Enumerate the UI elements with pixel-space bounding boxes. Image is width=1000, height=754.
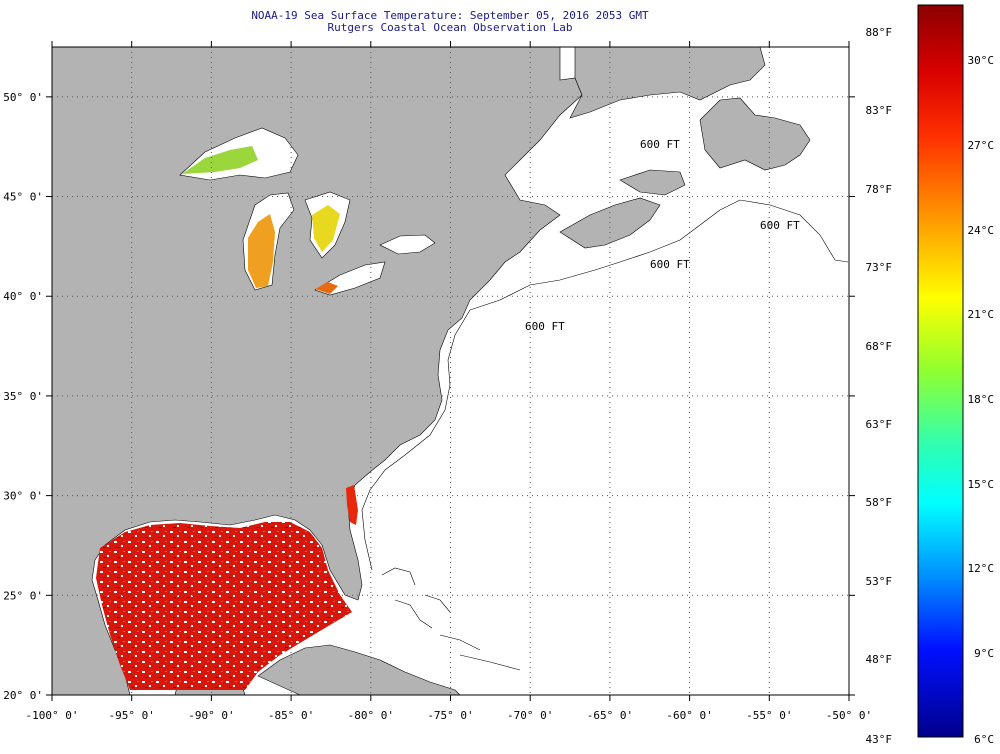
- fahrenheit-label: 73°F: [866, 261, 893, 274]
- lon-tick-label: -80° 0': [348, 709, 394, 722]
- lake-erie-sst: [315, 282, 338, 294]
- gulf-of-mexico-sst: [96, 522, 352, 690]
- lon-tick-label: -65° 0': [587, 709, 633, 722]
- lon-tick-label: -75° 0': [427, 709, 473, 722]
- lon-tick-label: -100° 0': [26, 709, 79, 722]
- lat-tick-label: 40° 0': [3, 290, 43, 303]
- contour-label: 600 FT: [525, 320, 565, 333]
- contour-label: 600 FT: [650, 258, 690, 271]
- fahrenheit-label: 68°F: [866, 340, 893, 353]
- celsius-label: 27°C: [968, 139, 995, 152]
- longitude-labels: -100° 0' -95° 0' -90° 0' -85° 0' -80° 0' -75°…: [26, 709, 873, 722]
- lat-tick-label: 20° 0': [3, 689, 43, 702]
- celsius-label: 15°C: [968, 478, 995, 491]
- fahrenheit-label: 53°F: [866, 575, 893, 588]
- contour-label: 600 FT: [760, 219, 800, 232]
- map-title: NOAA-19 Sea Surface Temperature: Septemb…: [251, 9, 649, 22]
- fahrenheit-label: 43°F: [866, 733, 893, 746]
- fahrenheit-label: 58°F: [866, 496, 893, 509]
- celsius-label: 6°C: [974, 733, 994, 746]
- lon-tick-label: -60° 0': [666, 709, 712, 722]
- celsius-label: 30°C: [968, 54, 995, 67]
- land-pei: [619, 169, 686, 196]
- lat-tick-label: 25° 0': [3, 589, 43, 602]
- lat-tick-label: 35° 0': [3, 390, 43, 403]
- lake-michigan-sst: [248, 214, 275, 288]
- graticule: [52, 47, 849, 695]
- sst-map: 600 FT 600 FT 600 FT 600 FT -100° 0' -95°…: [3, 41, 873, 722]
- celsius-label: 21°C: [968, 308, 995, 321]
- lake-superior-sst: [182, 146, 258, 174]
- color-scale-bar: [917, 4, 964, 738]
- color-scale: 88°F 83°F 78°F 73°F 68°F 63°F 58°F 53°F 48°F 43°F…: [866, 4, 995, 746]
- lat-tick-label: 30° 0': [3, 490, 43, 503]
- lake-huron-sst: [312, 205, 340, 252]
- lon-tick-label: -70° 0': [507, 709, 553, 722]
- lon-tick-label: -55° 0': [746, 709, 792, 722]
- lake-ontario: [379, 234, 436, 255]
- latitude-labels: 20° 0' 25° 0' 30° 0' 35° 0' 40° 0' 45° 0' 50° …: [3, 91, 43, 702]
- celsius-label: 9°C: [974, 647, 994, 660]
- florida-east-coast-sst: [346, 485, 358, 525]
- celsius-labels: 30°C 27°C 24°C 21°C 18°C 15°C 12°C 9°C 6°C: [968, 54, 995, 746]
- celsius-label: 24°C: [968, 224, 995, 237]
- lon-tick-label: -50° 0': [826, 709, 872, 722]
- lon-tick-label: -85° 0': [268, 709, 314, 722]
- celsius-label: 18°C: [968, 393, 995, 406]
- lat-tick-label: 50° 0': [3, 91, 43, 104]
- map-subtitle: Rutgers Coastal Ocean Observation Lab: [327, 21, 573, 34]
- lat-tick-label: 45° 0': [3, 191, 43, 204]
- depth-contour-south: [361, 309, 471, 571]
- land-labrador: [569, 46, 766, 119]
- axis-ticks: [46, 41, 855, 701]
- lon-tick-label: -90° 0': [188, 709, 234, 722]
- map-frame: [51, 46, 850, 696]
- fahrenheit-labels: 88°F 83°F 78°F 73°F 68°F 63°F 58°F 53°F 48°F 43°F: [866, 26, 893, 746]
- fahrenheit-label: 78°F: [866, 183, 893, 196]
- bahamas-islands: [381, 567, 521, 671]
- contour-label: 600 FT: [640, 138, 680, 151]
- fahrenheit-label: 63°F: [866, 418, 893, 431]
- fahrenheit-label: 88°F: [866, 26, 893, 39]
- fahrenheit-label: 83°F: [866, 104, 893, 117]
- lon-tick-label: -95° 0': [109, 709, 155, 722]
- fahrenheit-label: 48°F: [866, 653, 893, 666]
- land-newfoundland: [699, 97, 811, 171]
- celsius-label: 12°C: [968, 562, 995, 575]
